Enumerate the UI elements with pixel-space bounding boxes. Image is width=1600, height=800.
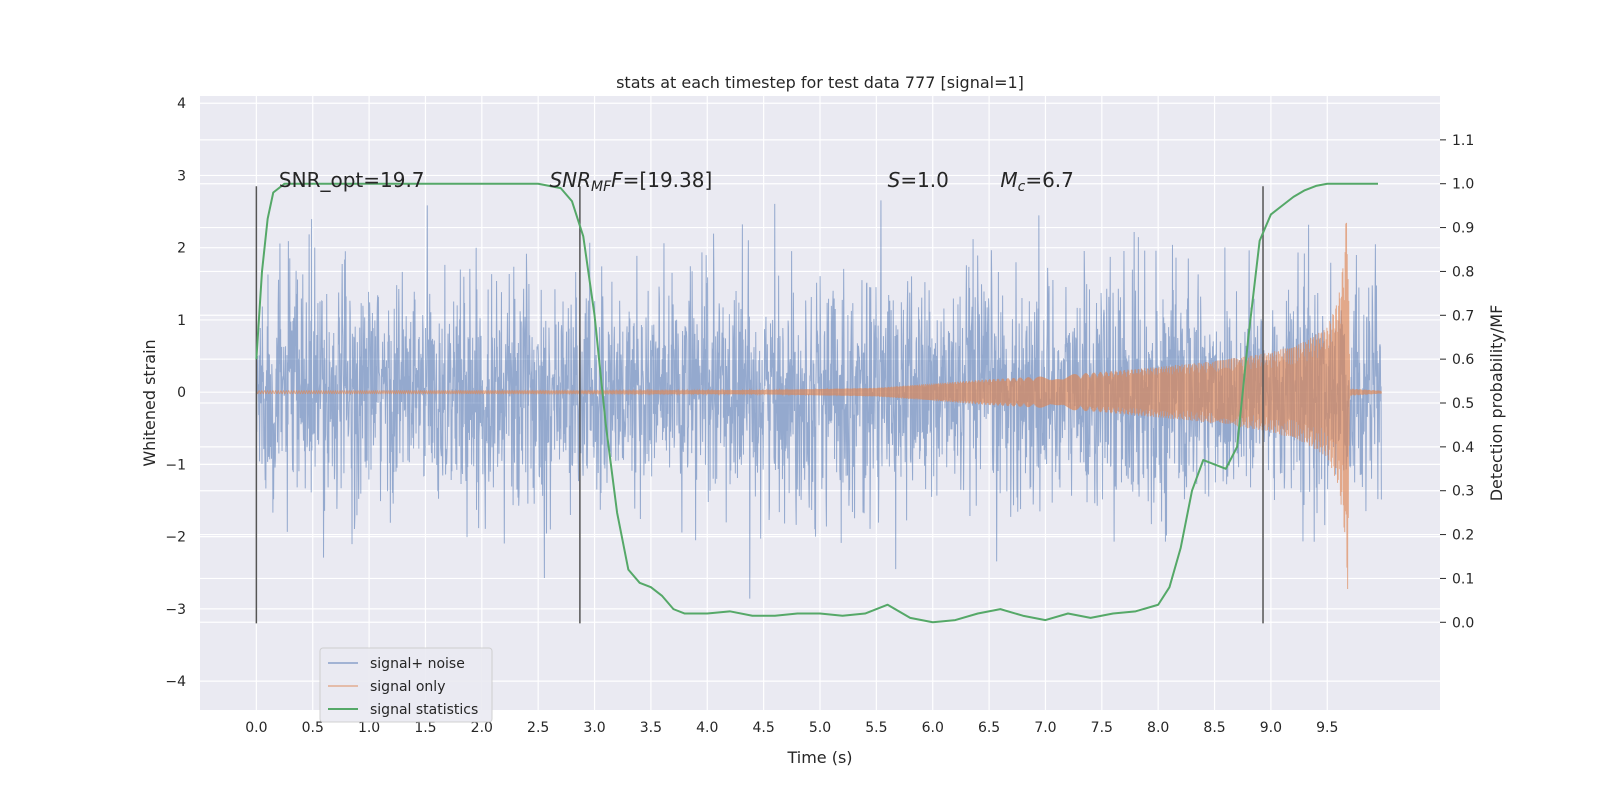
signal-plus-noise-series (255, 200, 1382, 599)
y-axis-label: Whitened strain (140, 339, 159, 466)
annotation-text: Mc=6.7 (1000, 168, 1074, 195)
x-axis-label: Time (s) (786, 748, 852, 767)
x-tick-label: 4.0 (696, 720, 718, 736)
y-ticks-right: 0.0 0.1 0.2 0.3 0.4 0.5 0.6 0.7 0.8 0.9 1.0 1.1 (1440, 133, 1474, 631)
chart-title: stats at each timestep for test data 777… (616, 73, 1024, 92)
y-right-tick-label: 0.6 (1452, 352, 1474, 368)
x-tick-label: 4.5 (753, 720, 775, 736)
y-axis-label-right: Detection probability/MF (1487, 305, 1506, 502)
x-tick-label: 9.0 (1260, 720, 1282, 736)
annotation-text: SNRMFF=[19.38] (549, 168, 712, 195)
y-tick-label: −4 (165, 674, 186, 690)
x-tick-label: 6.0 (922, 720, 944, 736)
y-right-tick-label: 0.4 (1452, 440, 1474, 456)
x-tick-label: 7.5 (1091, 720, 1113, 736)
x-tick-label: 8.5 (1203, 720, 1225, 736)
y-tick-label: −2 (165, 530, 186, 546)
y-right-tick-label: 0.0 (1452, 615, 1474, 631)
x-tick-label: 1.5 (414, 720, 436, 736)
signal-plus-noise-line (255, 200, 1382, 599)
y-right-tick-label: 0.8 (1452, 264, 1474, 280)
x-tick-label: 3.5 (640, 720, 662, 736)
x-tick-label: 5.0 (809, 720, 831, 736)
y-right-tick-label: 0.9 (1452, 221, 1474, 237)
x-tick-label: 1.0 (358, 720, 380, 736)
y-tick-label: −1 (165, 457, 186, 473)
y-right-tick-label: 0.2 (1452, 528, 1474, 544)
legend-label-signal-only: signal only (370, 679, 445, 695)
annotation-text: SNR_opt=19.7 (279, 168, 425, 192)
x-tick-label: 6.5 (978, 720, 1000, 736)
y-ticks-left: −4 −3 −2 −1 0 1 2 3 4 (165, 96, 186, 690)
y-right-tick-label: 0.1 (1452, 571, 1474, 587)
x-tick-label: 2.5 (527, 720, 549, 736)
legend-label-signal-noise: signal+ noise (370, 656, 465, 672)
y-right-tick-label: 1.1 (1452, 133, 1474, 149)
annotation-text: S=1.0 (888, 168, 949, 192)
x-tick-label: 5.5 (865, 720, 887, 736)
annotations: SNR_opt=19.7 SNRMFF=[19.38] S=1.0 Mc=6.7 (279, 168, 1074, 195)
y-right-tick-label: 0.3 (1452, 484, 1474, 500)
vertical-lines (255, 186, 1264, 624)
y-tick-label: 3 (177, 168, 186, 184)
x-tick-label: 2.0 (471, 720, 493, 736)
y-right-tick-label: 0.7 (1452, 308, 1474, 324)
y-right-tick-label: 1.0 (1452, 177, 1474, 193)
x-ticks: 0.0 0.5 1.0 1.5 2.0 2.5 3.0 3.5 4.0 4.5 5.0 5.5 6.0 6… (245, 720, 1338, 736)
y-tick-label: −3 (165, 602, 186, 618)
y-tick-label: 4 (177, 96, 186, 112)
y-tick-label: 1 (177, 313, 186, 329)
y-tick-label: 2 (177, 241, 186, 257)
x-tick-label: 3.0 (583, 720, 605, 736)
y-right-tick-label: 0.5 (1452, 396, 1474, 412)
signal-statistics-series (255, 182, 1378, 624)
legend-label-signal-statistics: signal statistics (370, 702, 478, 718)
x-tick-label: 0.0 (245, 720, 267, 736)
legend: signal+ noise signal only signal statist… (319, 647, 493, 723)
signal-only-line (256, 222, 1382, 590)
signal-only-series (256, 222, 1382, 590)
y-tick-label: 0 (177, 385, 186, 401)
x-tick-label: 0.5 (302, 720, 324, 736)
legend-box (319, 647, 493, 723)
x-tick-label: 9.5 (1316, 720, 1338, 736)
x-tick-label: 8.0 (1147, 720, 1169, 736)
x-tick-label: 7.0 (1034, 720, 1056, 736)
signal-statistics-line (255, 182, 1378, 624)
